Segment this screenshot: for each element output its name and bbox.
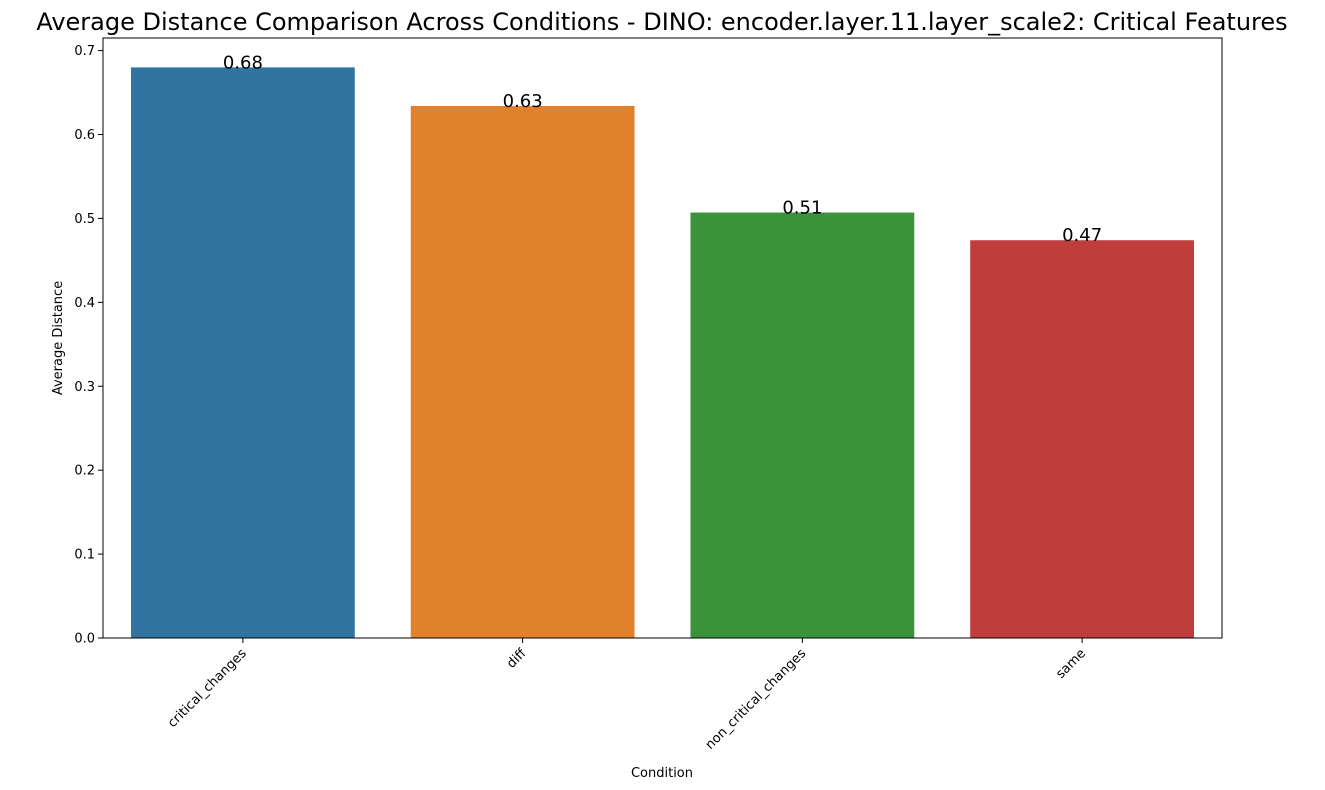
bars-group [130,67,1195,639]
bar-value-label: 0.68 [223,52,263,73]
bar-non-critical-changes [690,212,915,638]
y-axis: 0.0 0.1 0.2 0.3 0.4 0.5 0.6 0.7 [74,44,103,647]
x-tick-label: diff [504,645,530,671]
y-tick-label: 0.5 [74,212,95,227]
y-tick-label: 0.7 [74,44,95,59]
y-tick-label: 0.3 [74,380,95,395]
y-tick-label: 0.2 [74,464,95,479]
bar-diff [410,105,635,638]
x-axis: critical_changes diff non_critical_changes… [165,638,1089,753]
x-axis-label: Condition [631,766,693,781]
x-tick-label: same [1053,646,1089,682]
y-tick-label: 0.1 [74,548,95,563]
chart-title: Average Distance Comparison Across Condi… [36,8,1287,36]
bar-value-label: 0.63 [503,91,543,112]
y-tick-label: 0.4 [74,296,95,311]
x-tick-label: non_critical_changes [703,646,810,753]
y-tick-label: 0.6 [74,128,95,143]
bar-critical-changes [130,67,355,639]
y-tick-label: 0.0 [74,632,95,647]
bar-value-label: 0.47 [1062,225,1102,246]
x-tick-label: critical_changes [165,646,250,731]
bar-same [970,240,1195,638]
bar-value-label: 0.51 [782,198,822,219]
plot-area-frame [102,37,1223,639]
y-axis-label: Average Distance [51,281,66,395]
data-labels-group: 0.68 0.63 0.51 0.47 [223,52,1102,246]
